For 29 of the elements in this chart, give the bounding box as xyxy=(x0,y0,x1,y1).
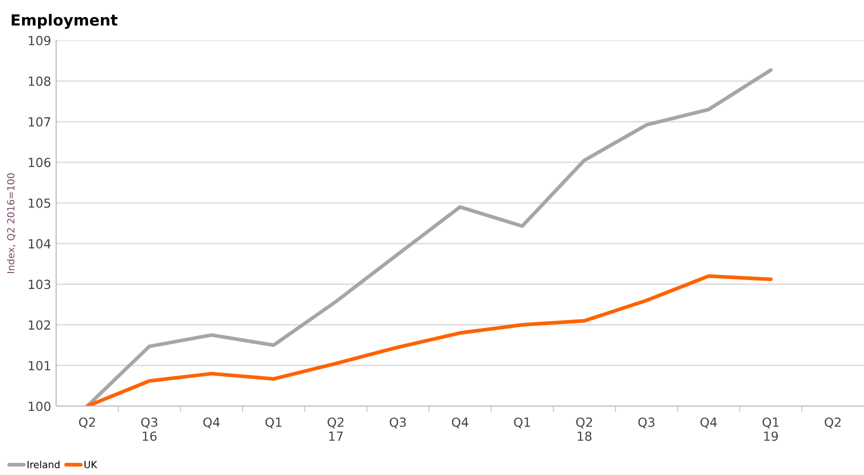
x-tick-label: Q2 17 xyxy=(328,417,344,441)
line-series xyxy=(85,274,773,406)
y-tick-label: 109 xyxy=(28,36,50,46)
y-tick-label: 107 xyxy=(28,117,50,127)
chart-title: Employment xyxy=(12,14,118,29)
x-tick-label: Q2 xyxy=(79,417,95,428)
x-tick-label: Q4 xyxy=(700,417,717,428)
y-tick-label: 104 xyxy=(28,239,51,248)
x-tick-label: Q4 xyxy=(452,417,468,428)
y-axis-title: Index, Q2 2016=100 xyxy=(6,173,16,273)
legend-label: UK xyxy=(84,461,98,468)
x-tick-label: Q3 xyxy=(638,417,654,428)
x-tick-label: Q3 xyxy=(390,417,406,428)
y-tick-label: 105 xyxy=(28,198,50,208)
y-tick-label: 101 xyxy=(28,360,50,370)
x-tick-label: Q2 18 xyxy=(576,417,592,441)
x-tick-label: Q2 xyxy=(824,417,841,428)
line-series xyxy=(85,68,773,406)
x-tick-label: Q1 19 xyxy=(762,417,779,441)
y-tick-label: 106 xyxy=(28,158,51,168)
x-tick-label: Q3 16 xyxy=(141,417,158,441)
x-tick-label: Q4 xyxy=(203,417,220,428)
y-tick-label: 102 xyxy=(28,320,50,330)
x-tick-label: Q1 xyxy=(514,417,530,428)
x-tick-label: Q1 xyxy=(265,417,282,428)
y-tick-label: 108 xyxy=(28,76,50,86)
y-tick-label: 103 xyxy=(28,280,50,290)
y-tick-label: 100 xyxy=(28,402,50,412)
legend-label: Ireland xyxy=(28,460,60,468)
